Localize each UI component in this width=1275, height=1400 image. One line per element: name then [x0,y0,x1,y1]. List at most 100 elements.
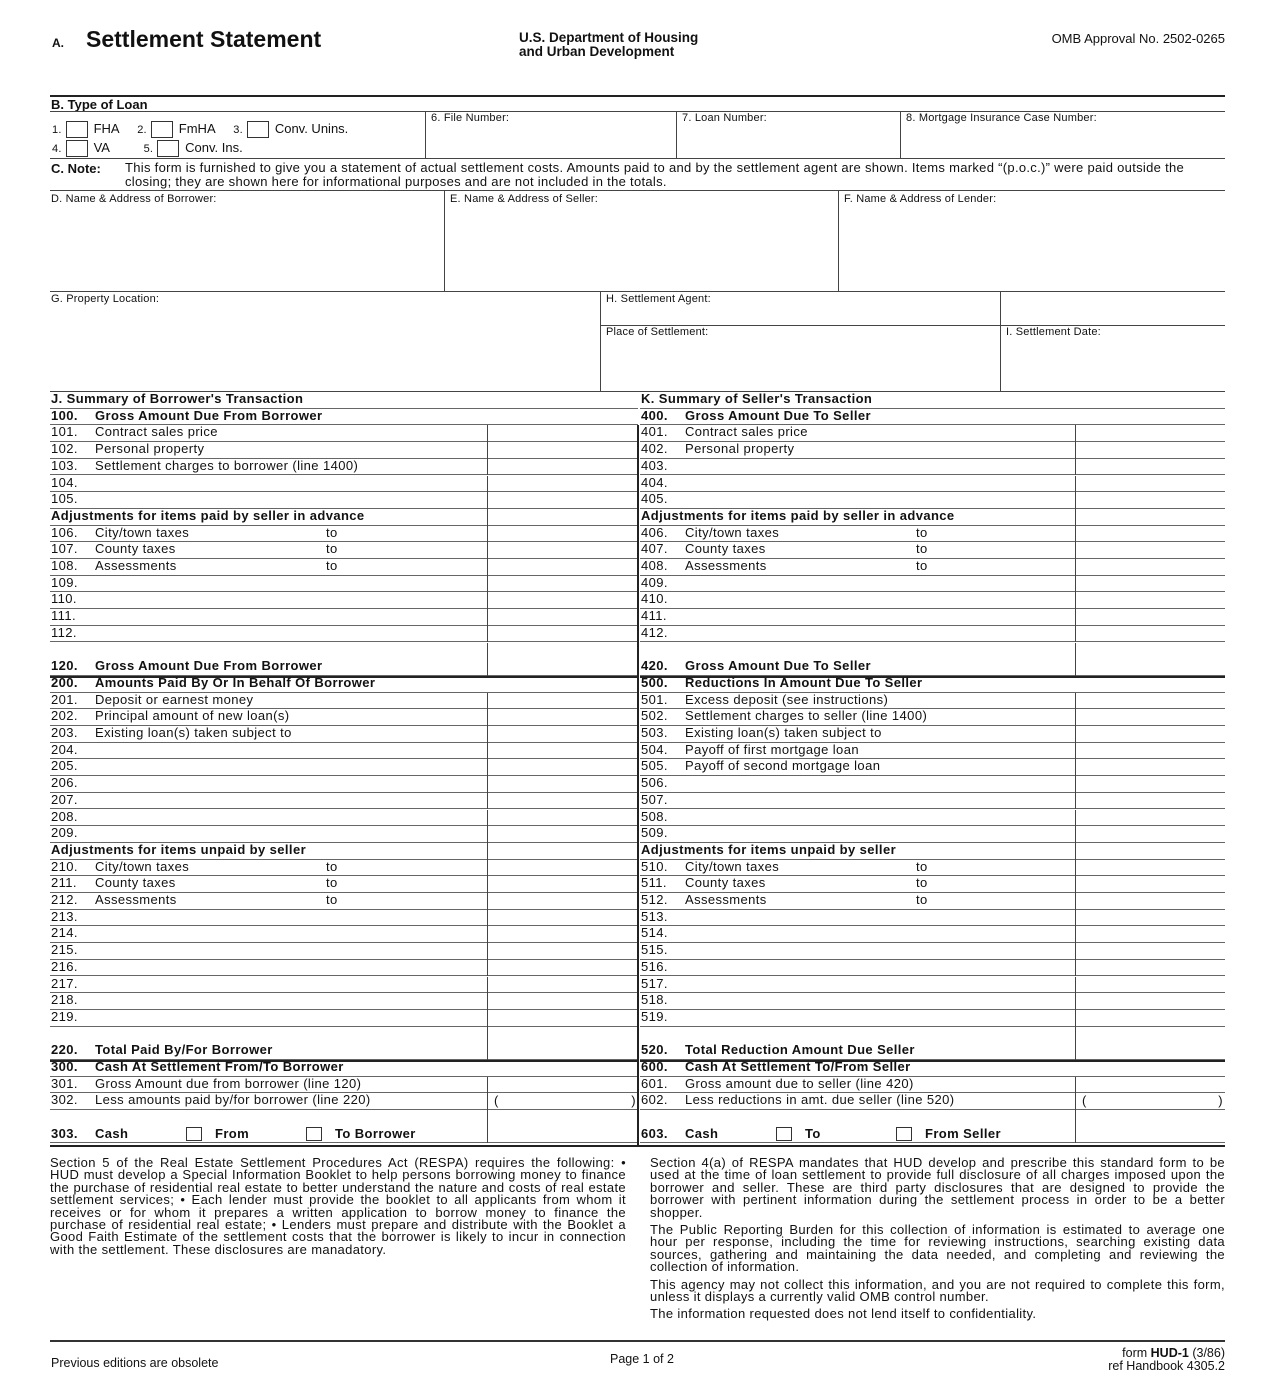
amount-field[interactable] [1075,859,1225,877]
file-number-field[interactable]: 6. File Number: [431,112,510,124]
amount-field[interactable] [1075,1110,1225,1144]
amount-field[interactable] [487,876,638,893]
amount-field[interactable] [1075,709,1225,726]
to-label: to [916,558,928,573]
cash-option-1-checkbox[interactable] [186,1126,202,1141]
amount-field[interactable] [487,776,638,793]
amount-field[interactable] [1075,792,1225,810]
amount-field[interactable] [1075,1026,1225,1060]
va-checkbox[interactable] [65,140,88,158]
amount-field[interactable] [487,625,638,643]
conv-unins-checkbox[interactable] [246,121,269,139]
amount-field[interactable] [487,759,638,777]
amount-field[interactable] [1075,692,1225,710]
amount-field[interactable] [487,559,638,576]
loan-number-field[interactable]: 7. Loan Number: [682,112,767,124]
amount-field[interactable] [487,926,638,944]
amount-field[interactable] [1075,943,1225,960]
borrower-field[interactable]: D. Name & Address of Borrower: [51,193,217,205]
amount-field[interactable] [1075,926,1225,944]
amount-field[interactable] [1075,993,1225,1010]
amount-field[interactable] [1075,492,1225,509]
settlement-agent-field[interactable]: H. Settlement Agent: [606,293,711,305]
amount-field[interactable] [487,475,638,493]
amount-field[interactable] [487,709,638,726]
amount-field[interactable] [1075,575,1225,593]
amount-field[interactable] [487,1076,638,1094]
lender-field[interactable]: F. Name & Address of Lender: [844,193,997,205]
amount-field[interactable] [487,893,638,910]
amount-field[interactable] [487,959,638,977]
amount-field[interactable] [487,525,638,543]
amount-field[interactable]: () [487,1093,638,1111]
amount-field[interactable] [1075,959,1225,977]
conv-ins-checkbox[interactable] [157,140,180,158]
amount-field[interactable] [487,642,638,676]
amount-field[interactable] [487,792,638,810]
amount-field[interactable]: () [1075,1093,1225,1111]
form-id: form HUD-1 (3/86) ref Handbook 4305.2 [1108,1346,1225,1373]
amount-field[interactable] [487,909,638,927]
amount-field[interactable] [487,742,638,760]
seller-field[interactable]: E. Name & Address of Seller: [450,193,599,205]
amount-field[interactable] [1075,809,1225,827]
amount-field[interactable] [487,492,638,509]
amount-field[interactable] [487,1026,638,1060]
amount-field[interactable] [487,592,638,610]
amount-field[interactable] [487,609,638,626]
amount-field[interactable] [1075,826,1225,843]
amount-field[interactable] [1075,542,1225,559]
mortgage-insurance-case-field[interactable]: 8. Mortgage Insurance Case Number: [906,112,1097,124]
amount-field[interactable] [1075,1076,1225,1094]
amount-field[interactable] [487,726,638,743]
amount-field[interactable] [487,842,638,860]
amount-field[interactable] [487,575,638,593]
amount-field[interactable] [487,943,638,960]
amount-field[interactable] [1075,726,1225,743]
amount-field[interactable] [487,458,638,476]
amount-field[interactable] [1075,842,1225,860]
amount-field[interactable] [1075,1009,1225,1027]
amount-field[interactable] [1075,893,1225,910]
amount-field[interactable] [1075,909,1225,927]
amount-field[interactable] [487,859,638,877]
amount-field[interactable] [487,425,638,443]
cash-option-2-checkbox[interactable] [896,1126,912,1141]
amount-field[interactable] [1075,475,1225,493]
property-location-field[interactable]: G. Property Location: [51,293,160,305]
amount-field[interactable] [487,542,638,559]
amount-field[interactable] [1075,442,1225,459]
amount-field[interactable] [1075,742,1225,760]
amount-field[interactable] [1075,976,1225,994]
amount-field[interactable] [1075,642,1225,676]
amount-field[interactable] [1075,609,1225,626]
amount-field[interactable] [487,1110,638,1144]
amount-field[interactable] [487,993,638,1010]
amount-field[interactable] [487,508,638,526]
amount-field[interactable] [1075,525,1225,543]
cash-option-2-checkbox[interactable] [306,1126,322,1141]
amount-field[interactable] [1075,458,1225,476]
amount-field[interactable] [1075,425,1225,443]
sub-row: Adjustments for items unpaid by seller [50,842,638,860]
amount-field[interactable] [487,976,638,994]
fha-checkbox[interactable] [65,121,88,139]
amount-field[interactable] [1075,625,1225,643]
cash-option-1-checkbox[interactable] [776,1126,792,1141]
amount-field[interactable] [1075,876,1225,893]
fmha-checkbox[interactable] [150,121,173,139]
place-of-settlement-field[interactable]: Place of Settlement: [606,326,709,338]
amount-field[interactable] [487,826,638,843]
amount-field[interactable] [1075,508,1225,526]
amount-field[interactable] [1075,592,1225,610]
amount-field[interactable] [487,692,638,710]
amount-field[interactable] [487,1009,638,1027]
amount-field[interactable] [1075,759,1225,777]
amount-field[interactable] [1075,559,1225,576]
line-number: 504. [641,741,668,757]
line-item: 508. [640,809,1225,827]
amount-field[interactable] [1075,776,1225,793]
amount-field[interactable] [487,442,638,459]
settlement-date-field[interactable]: I. Settlement Date: [1006,326,1101,338]
amount-field[interactable] [487,809,638,827]
